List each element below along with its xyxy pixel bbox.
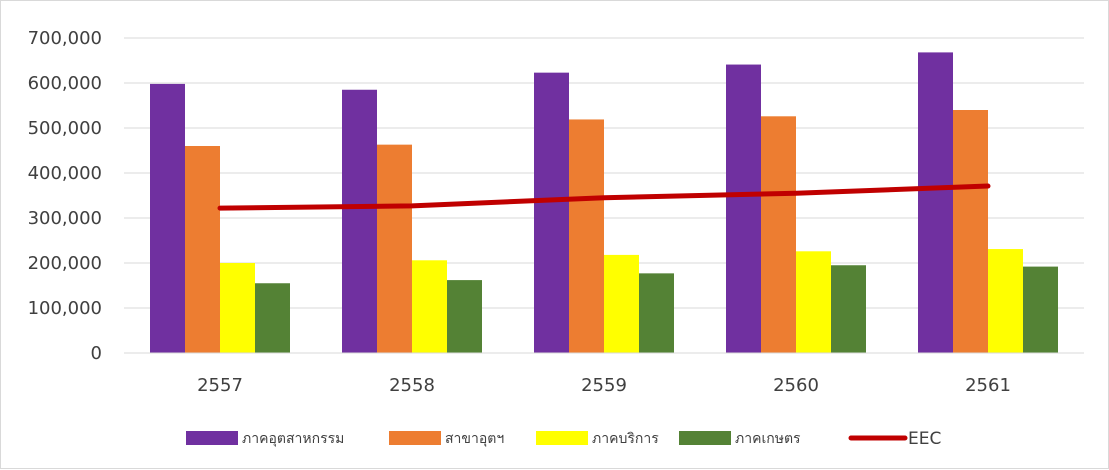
bar-1-2558 (342, 89, 377, 353)
bars (150, 52, 1058, 354)
bar-3-2560 (796, 251, 831, 353)
eec-line (217, 183, 991, 211)
y-tick-label: 600,000 (28, 73, 102, 94)
bar-4-2559 (639, 273, 674, 353)
legend-swatch (536, 431, 588, 445)
legend-swatch (679, 431, 731, 445)
bar-4-2557 (255, 283, 290, 353)
y-tick-label: 200,000 (28, 253, 102, 274)
y-tick-label: 700,000 (28, 28, 102, 49)
legend-label: EEC (908, 429, 941, 449)
y-tick-label: 400,000 (28, 163, 102, 184)
bar-2-2557 (185, 146, 220, 353)
y-tick-label: 500,000 (28, 118, 102, 139)
bar-1-2559 (534, 72, 569, 354)
legend-label: สาขาอุตฯ (445, 431, 504, 447)
bar-2-2561 (953, 110, 988, 353)
bar-2-2559 (569, 119, 604, 353)
x-tick-label: 2558 (389, 375, 435, 396)
bar-1-2561 (918, 52, 953, 354)
x-axis-ticks: 2557 2558 2559 2560 2561 (197, 375, 1011, 396)
y-tick-label: 300,000 (28, 208, 102, 229)
bar-2-2560 (761, 116, 796, 353)
eec-line-layer (217, 183, 991, 211)
bar-3-2558 (412, 260, 447, 353)
bar-1-2557 (150, 83, 185, 354)
legend-label: ภาคบริการ (592, 431, 659, 447)
y-tick-label: 100,000 (28, 298, 102, 319)
x-tick-label: 2560 (773, 375, 819, 396)
legend-label: ภาคเกษตร (735, 431, 801, 447)
legend-swatch (389, 431, 441, 445)
x-tick-label: 2559 (581, 375, 627, 396)
bar-3-2561 (988, 249, 1023, 353)
bar-4-2560 (831, 265, 866, 353)
x-tick-label: 2561 (965, 375, 1011, 396)
y-tick-label: 0 (91, 343, 102, 364)
legend: ภาคอุตสาหกรรม สาขาอุตฯ ภาคบริการ ภาคเกษตร EE… (186, 429, 941, 449)
x-tick-label: 2557 (197, 375, 243, 396)
y-axis-ticks: 0 100,000 200,000 300,000 400,000 500,000 600,… (28, 28, 102, 364)
legend-swatch (186, 431, 238, 445)
legend-label: ภาคอุตสาหกรรม (242, 431, 344, 447)
bar-3-2559 (604, 254, 639, 353)
bar-3-2557 (220, 263, 255, 353)
bar-4-2561 (1023, 266, 1058, 353)
bar-2-2558 (377, 144, 412, 353)
bar-4-2558 (447, 280, 482, 353)
bar-1-2560 (726, 64, 761, 354)
